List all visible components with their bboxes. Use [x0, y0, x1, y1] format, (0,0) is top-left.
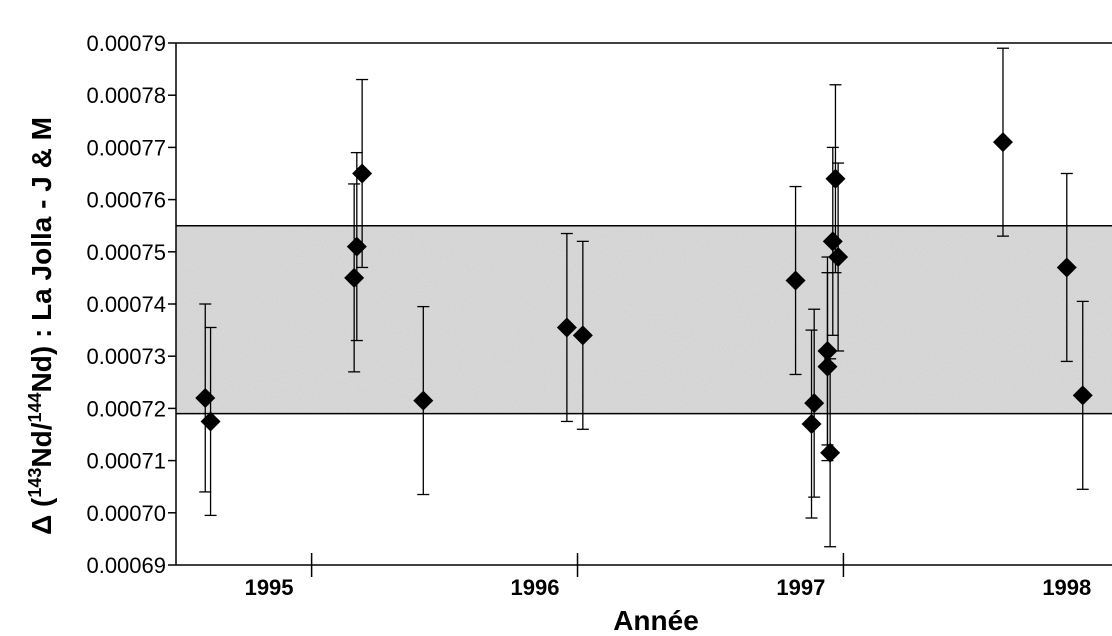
x-tick-label: 1995: [245, 575, 294, 600]
data-point: [1056, 172, 1077, 363]
data-point: [804, 308, 825, 498]
diamond-marker: [344, 267, 365, 288]
diamond-marker: [817, 356, 838, 377]
y-tick-label: 0.00069: [86, 553, 166, 578]
diamond-marker: [828, 247, 849, 268]
x-axis-title: Année: [613, 605, 699, 636]
data-point: [817, 272, 838, 462]
diamond-marker: [556, 317, 577, 338]
data-point: [992, 47, 1013, 237]
y-tick-label: 0.00078: [86, 83, 166, 108]
data-point: [1072, 300, 1093, 490]
y-axis-title-part: Nd) : La Jolla - J & M: [26, 117, 57, 392]
y-tick-label: 0.00072: [86, 396, 166, 421]
x-axis-ticks: 1995 1996 1997 1998: [245, 553, 1091, 600]
data-point: [801, 329, 822, 519]
diamond-marker: [825, 168, 846, 189]
diamond-marker: [992, 132, 1013, 153]
y-tick-label: 0.00074: [86, 292, 166, 317]
data-point: [556, 232, 577, 423]
y-axis-title-part: Nd/: [26, 422, 57, 467]
y-axis-title-part: 143: [25, 468, 45, 498]
diamond-marker: [801, 414, 822, 435]
data-point: [413, 305, 434, 496]
data-point: [820, 358, 841, 548]
y-tick-label: 0.00076: [86, 188, 166, 213]
band-texture: [176, 225, 1112, 414]
y-axis-title-part: Δ (: [26, 497, 57, 535]
data-point: [352, 78, 373, 269]
y-tick-label: 0.00079: [86, 31, 166, 56]
diamond-marker: [785, 270, 806, 291]
diamond-marker: [1072, 385, 1093, 406]
y-tick-label: 0.00077: [86, 135, 166, 160]
x-tick-label: 1996: [511, 575, 560, 600]
x-tick-label: 1998: [1042, 575, 1091, 600]
y-tick-label: 0.00073: [86, 344, 166, 369]
data-points: [195, 47, 1093, 548]
y-axis-ticks: 0.00069 0.00070 0.00071 0.00072 0.00073 0.000…: [86, 31, 176, 578]
data-point: [200, 326, 221, 517]
diamond-marker: [572, 325, 593, 346]
data-point: [785, 185, 806, 376]
y-axis-title-part: 144: [25, 392, 45, 422]
diamond-marker: [200, 411, 221, 432]
y-tick-label: 0.00070: [86, 501, 166, 526]
diamond-marker: [804, 393, 825, 414]
y-tick-label: 0.00075: [86, 240, 166, 265]
y-tick-label: 0.00071: [86, 449, 166, 474]
data-point: [828, 162, 849, 352]
diamond-marker: [820, 442, 841, 463]
diamond-marker: [413, 390, 434, 411]
data-point: [825, 84, 846, 274]
y-axis-title: Δ (143Nd/144Nd) : La Jolla - J & M: [25, 117, 57, 535]
x-tick-label: 1997: [776, 575, 825, 600]
reference-band: [176, 224, 1112, 415]
diamond-marker: [352, 163, 373, 184]
data-point: [572, 240, 593, 430]
diamond-marker: [1056, 257, 1077, 278]
